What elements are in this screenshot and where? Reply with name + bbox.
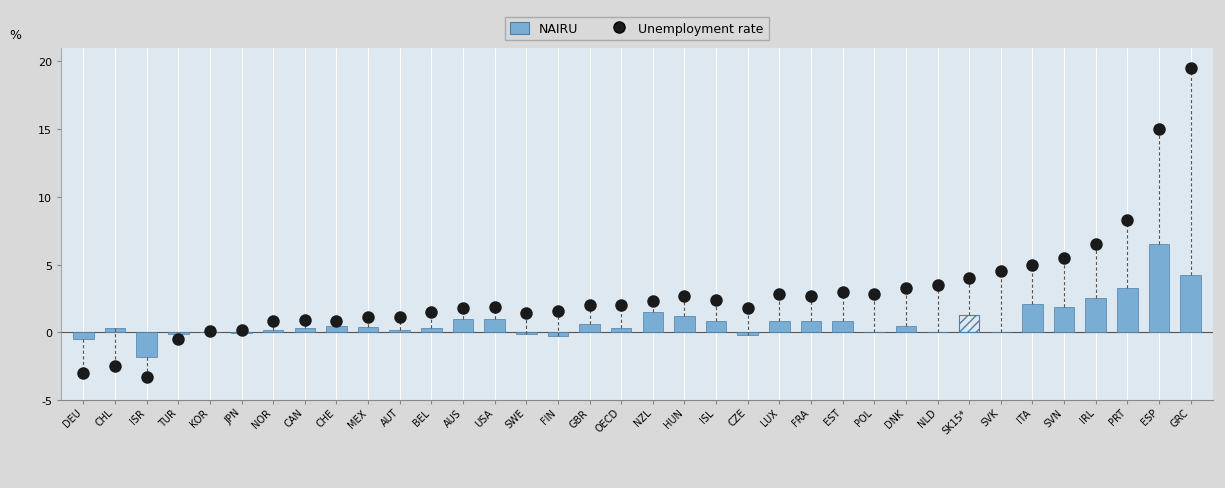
Bar — [453, 319, 473, 333]
Text: %: % — [10, 29, 21, 42]
Bar — [769, 322, 790, 333]
Bar — [643, 312, 663, 333]
Legend: NAIRU, Unemployment rate: NAIRU, Unemployment rate — [505, 18, 769, 41]
Bar — [263, 330, 283, 333]
Bar — [579, 325, 600, 333]
Bar — [358, 327, 379, 333]
Bar — [737, 333, 758, 335]
Bar — [1181, 276, 1200, 333]
Bar — [294, 328, 315, 333]
Bar — [895, 326, 916, 333]
Bar — [674, 316, 695, 333]
Bar — [832, 322, 853, 333]
Bar — [1117, 288, 1138, 333]
Bar — [611, 328, 631, 333]
Bar — [706, 322, 726, 333]
Bar — [136, 333, 157, 357]
Bar — [548, 333, 568, 337]
Bar — [1022, 304, 1042, 333]
Bar — [326, 326, 347, 333]
Bar — [1149, 245, 1169, 333]
Bar — [105, 328, 125, 333]
Bar — [484, 319, 505, 333]
Bar — [801, 322, 821, 333]
Bar — [421, 328, 442, 333]
Bar — [1054, 307, 1074, 333]
Bar — [168, 333, 189, 335]
Bar — [390, 330, 410, 333]
Bar — [1085, 299, 1106, 333]
Bar — [74, 333, 93, 339]
Bar — [927, 332, 948, 333]
Bar — [959, 315, 980, 333]
Bar — [516, 333, 537, 334]
